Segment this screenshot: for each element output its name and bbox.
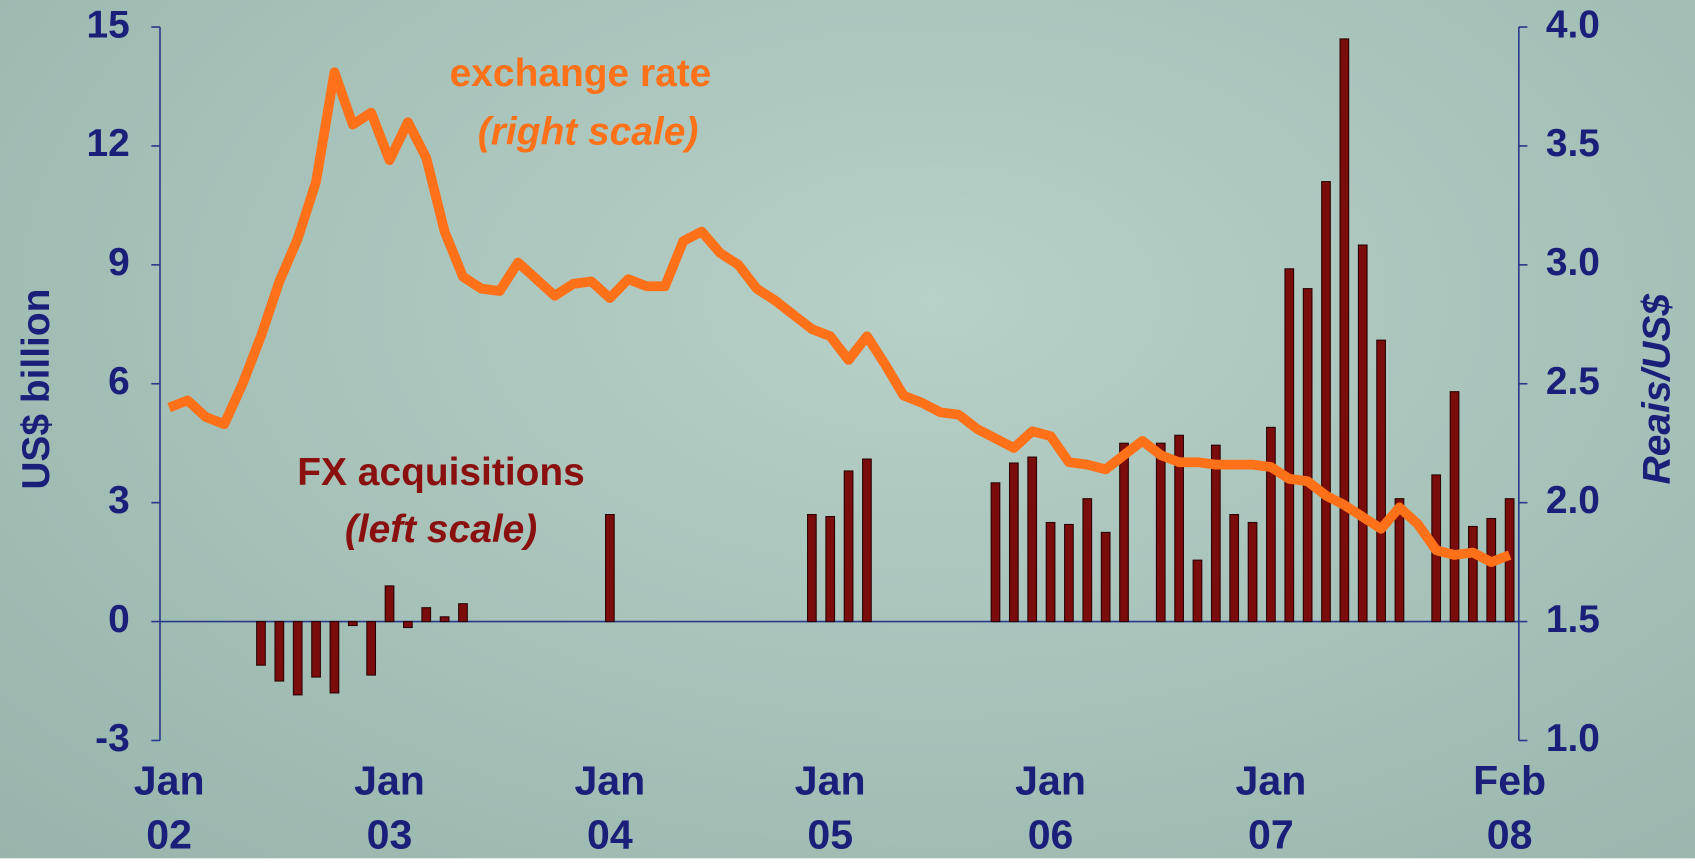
bar xyxy=(844,471,853,622)
bar xyxy=(1267,427,1276,621)
bar xyxy=(863,459,872,622)
x-tick-label: Jan 06 xyxy=(986,755,1116,863)
bar xyxy=(1303,289,1312,622)
bar xyxy=(1450,392,1459,622)
bar xyxy=(1083,499,1092,622)
y2-tick-label: 3.0 xyxy=(1546,241,1600,284)
bar xyxy=(312,622,321,677)
bar xyxy=(404,622,413,628)
annotation: (right scale) xyxy=(478,110,699,153)
bar xyxy=(1156,443,1165,621)
chart: US$ billion Reais/US$ exchange rate (rig… xyxy=(0,0,1695,858)
y-tick-label: 9 xyxy=(108,241,130,284)
x-tick-label: Jan 05 xyxy=(765,755,895,863)
x-tick-label: Jan 07 xyxy=(1206,755,1336,863)
x-tick-label: Jan 02 xyxy=(104,755,234,863)
bar xyxy=(1358,245,1367,622)
annotation: (left scale) xyxy=(345,508,537,551)
bar xyxy=(459,604,468,622)
bar xyxy=(1010,463,1019,622)
bar xyxy=(1212,445,1221,621)
y-axis-label: US$ billion xyxy=(15,289,58,490)
bar xyxy=(1487,519,1496,622)
y2-axis-label: Reais/US$ xyxy=(1636,294,1679,485)
y-tick-label: 12 xyxy=(86,122,129,165)
bar xyxy=(808,515,817,622)
y2-tick-label: 1.5 xyxy=(1546,598,1600,641)
y-tick-label: 3 xyxy=(108,479,130,522)
y-tick-label: 6 xyxy=(108,360,130,403)
y-tick-label: 0 xyxy=(108,598,130,641)
bar xyxy=(1248,522,1257,621)
y2-tick-label: 1.0 xyxy=(1546,717,1600,760)
bar xyxy=(1322,182,1331,622)
x-tick-label: Jan 03 xyxy=(325,755,455,863)
bar xyxy=(257,622,266,666)
annotation: exchange rate xyxy=(450,52,712,95)
bar xyxy=(1065,524,1074,621)
bar xyxy=(826,517,835,622)
annotation: FX acquisitions xyxy=(297,451,585,494)
x-tick-label: Feb 08 xyxy=(1445,755,1575,863)
bar xyxy=(1028,457,1037,621)
y2-tick-label: 3.5 xyxy=(1546,122,1600,165)
y2-tick-label: 2.0 xyxy=(1546,479,1600,522)
bar xyxy=(1469,526,1478,621)
bar xyxy=(1285,269,1294,622)
y-tick-label: 15 xyxy=(86,3,129,46)
bar xyxy=(1193,560,1202,621)
bar xyxy=(1046,522,1055,621)
bar xyxy=(293,622,302,695)
bar xyxy=(367,622,376,676)
bar xyxy=(1230,515,1239,622)
bar xyxy=(348,622,357,626)
plot: US$ billion Reais/US$ exchange rate (rig… xyxy=(0,0,1695,858)
bar xyxy=(330,622,339,693)
bar xyxy=(606,515,615,622)
bar xyxy=(1340,39,1349,622)
y-tick-label: -3 xyxy=(95,717,130,760)
y2-tick-label: 4.0 xyxy=(1546,3,1600,46)
bar xyxy=(422,608,431,622)
bar xyxy=(1101,532,1110,621)
x-tick-label: Jan 04 xyxy=(545,755,675,863)
bar xyxy=(991,483,1000,622)
bar xyxy=(385,586,394,622)
bar xyxy=(440,617,449,622)
bar xyxy=(1377,340,1386,621)
bar xyxy=(275,622,284,681)
bar xyxy=(1120,443,1129,621)
y2-tick-label: 2.5 xyxy=(1546,360,1600,403)
